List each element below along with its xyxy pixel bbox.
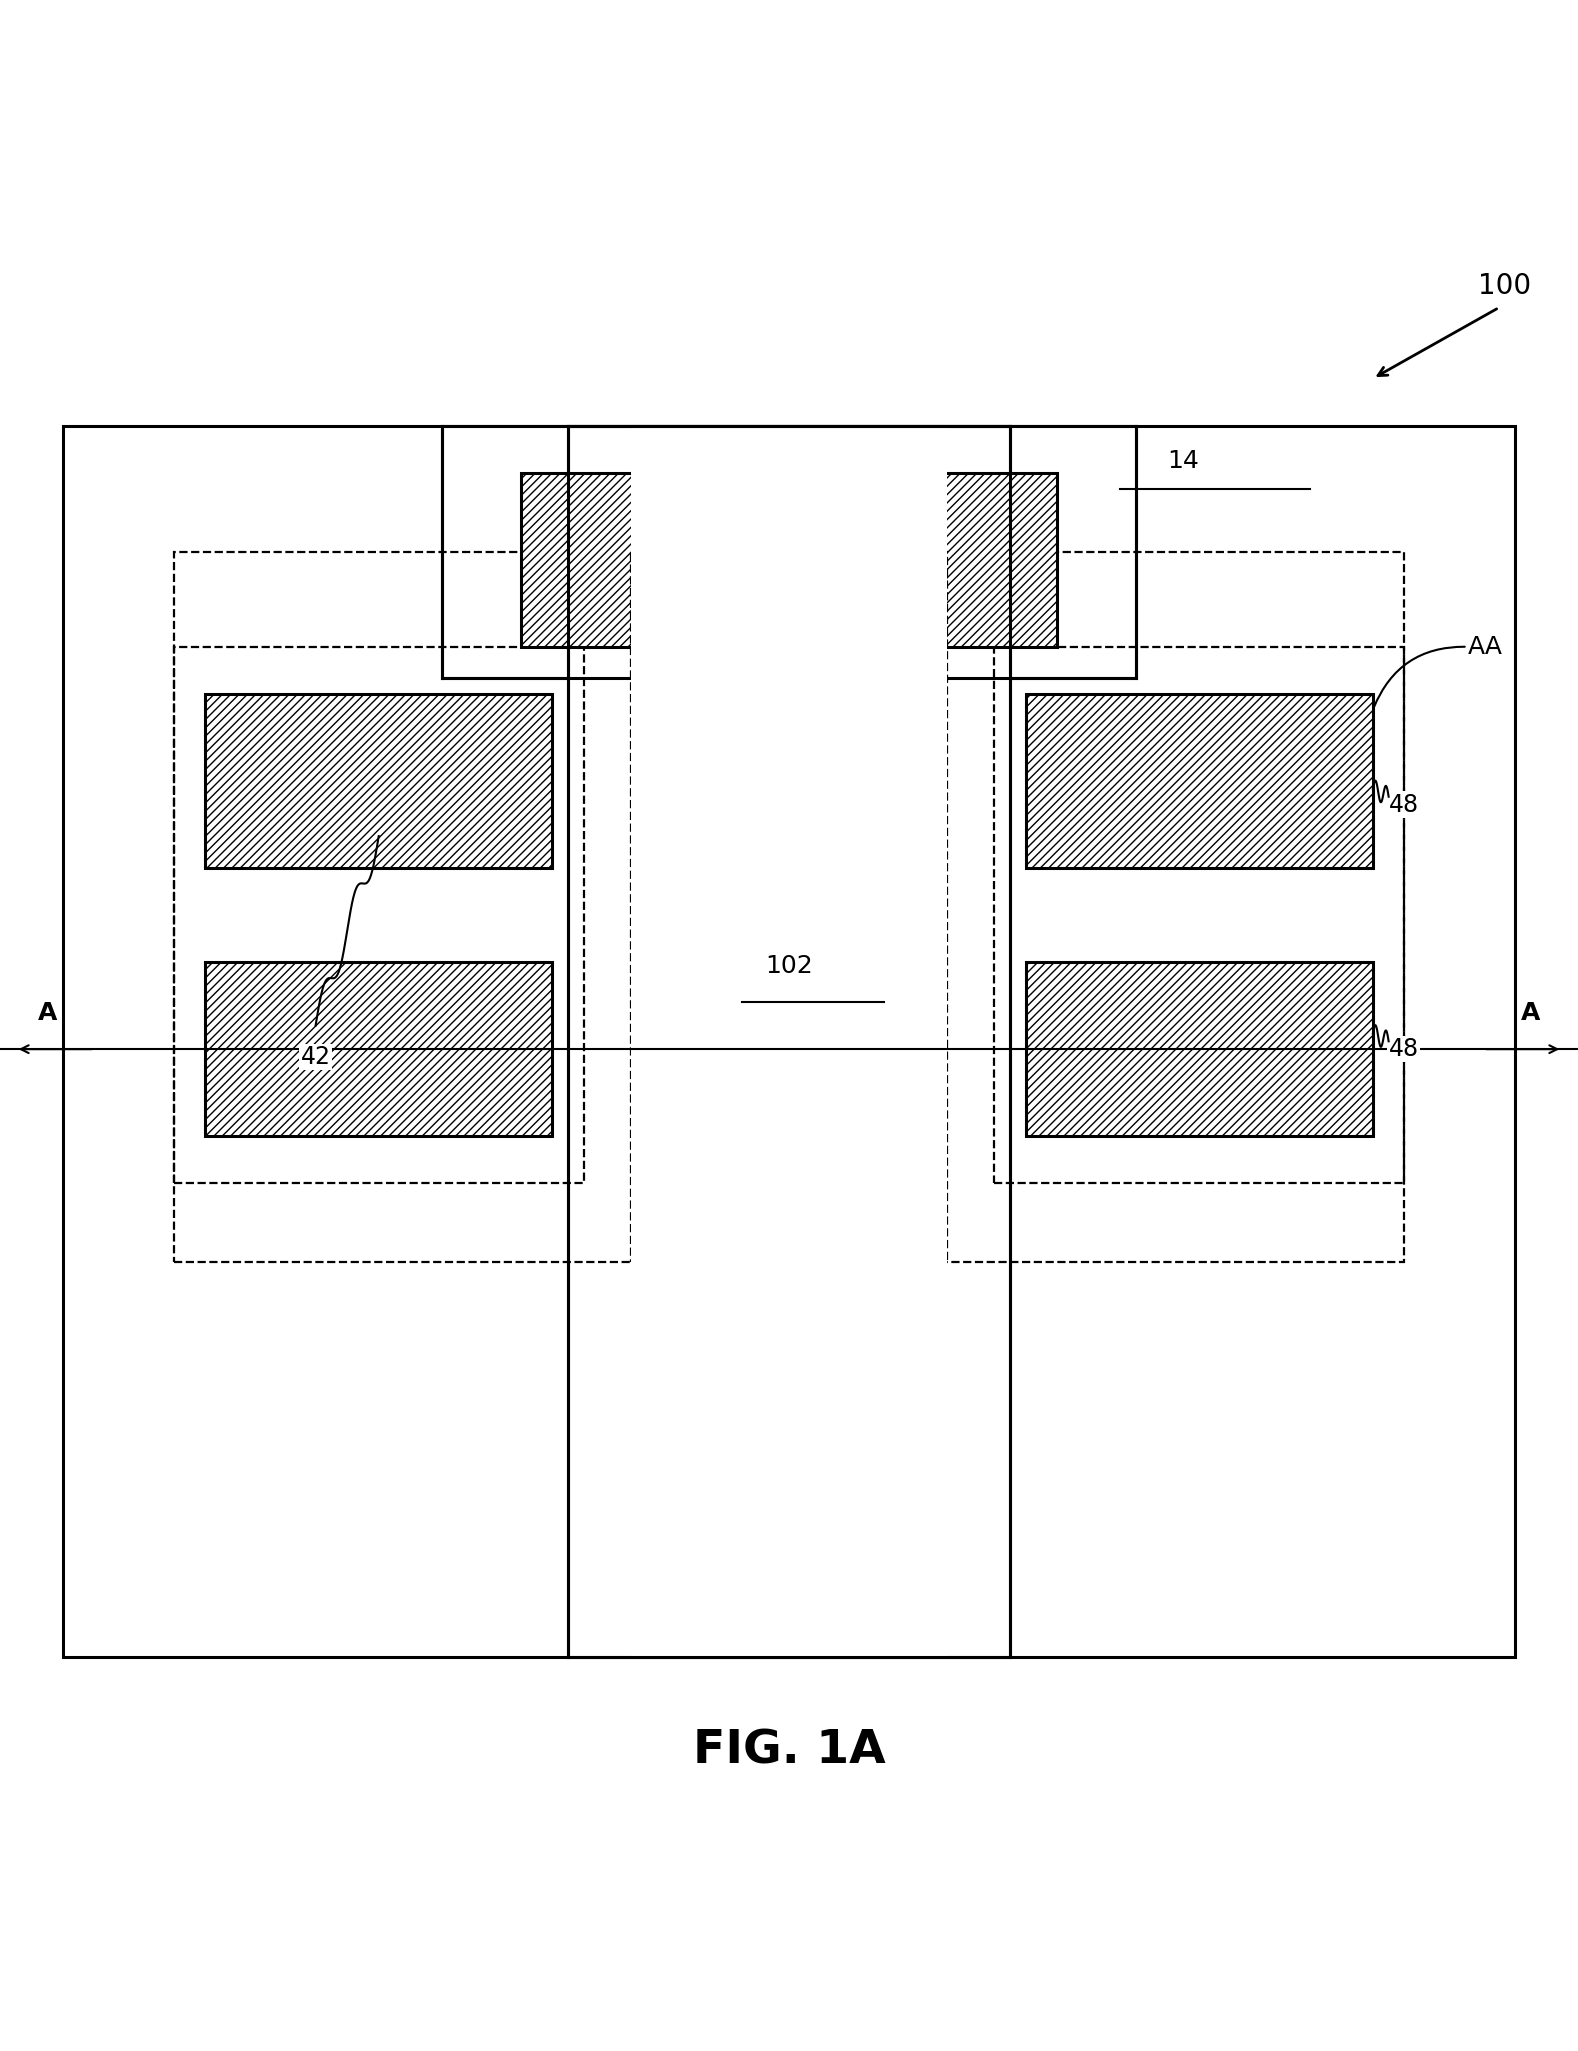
Text: A: A [1521,1001,1540,1026]
Bar [205,693,552,868]
Bar [631,427,947,1657]
Text: 100: 100 [1477,271,1531,299]
Bar [1026,693,1373,868]
Bar [174,552,1404,1261]
Text: 48: 48 [1389,1038,1419,1060]
Bar [521,474,1057,646]
Bar [205,962,552,1136]
Bar [1026,962,1373,1136]
Bar [568,427,1010,1657]
Bar [442,427,1136,679]
Bar [631,441,947,1641]
Text: FIG. 1A: FIG. 1A [693,1729,885,1774]
Bar [63,427,1515,1657]
Bar [174,646,584,1183]
Bar [994,646,1404,1183]
Text: AA: AA [1468,634,1502,658]
Text: 48: 48 [1389,792,1419,816]
Text: A: A [38,1001,57,1026]
Text: 14: 14 [1168,449,1199,474]
Text: 102: 102 [765,954,813,978]
Bar [631,552,947,1261]
Text: 42: 42 [300,1046,331,1069]
